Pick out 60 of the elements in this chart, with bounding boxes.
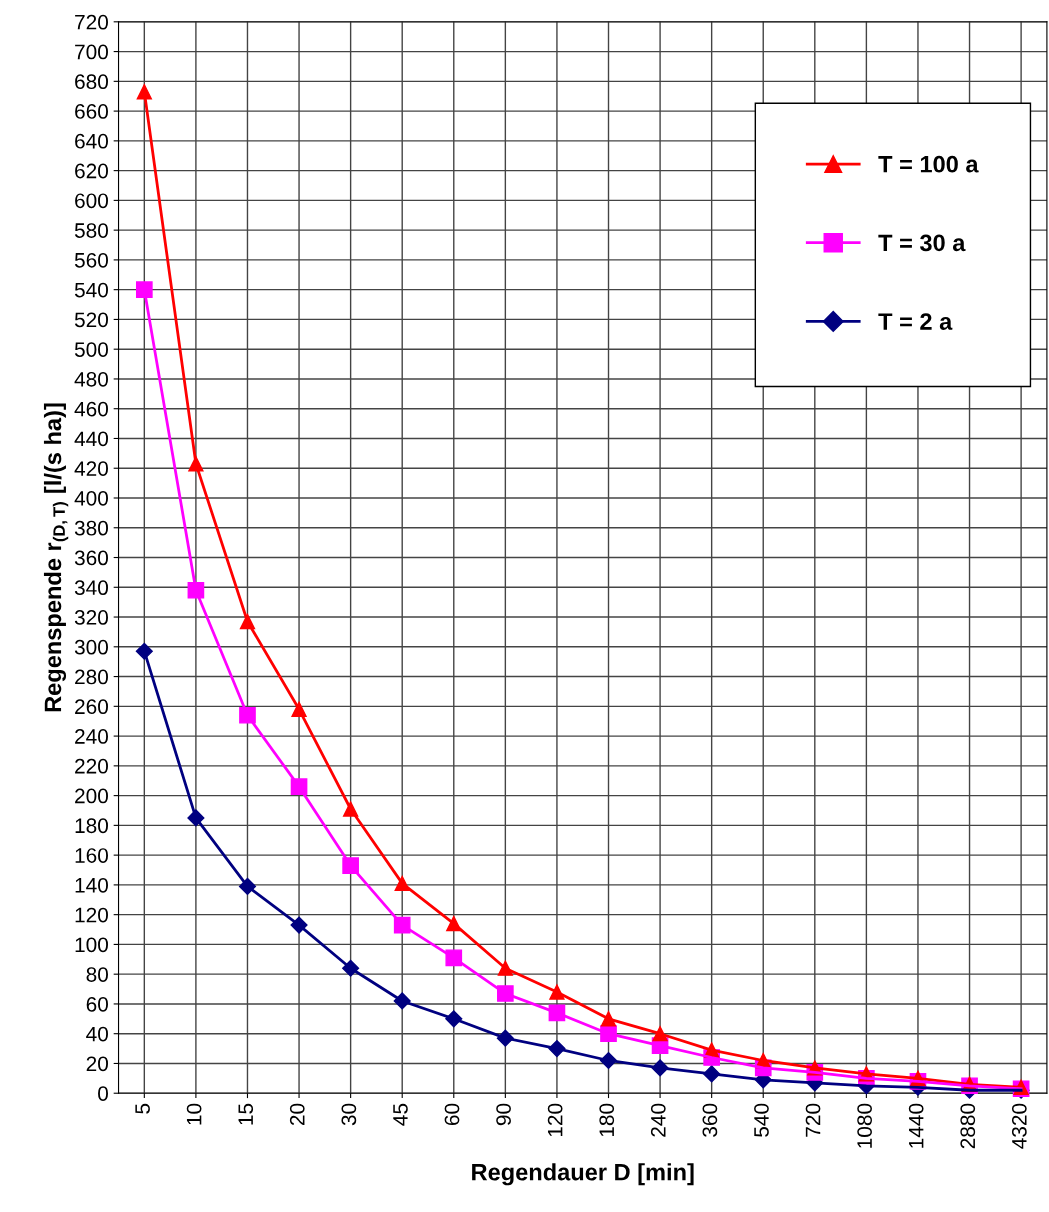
y-tick-label: 120 [75, 907, 108, 923]
y-tick-label: 80 [86, 967, 108, 982]
x-tick-label: 15 [238, 1103, 254, 1125]
x-tick-label: 720 [805, 1103, 821, 1137]
y-tick-label: 580 [74, 223, 108, 238]
y-tick-label: 660 [75, 104, 108, 119]
y-tick-label: 500 [74, 342, 108, 357]
y-tick-label: 400 [74, 491, 108, 506]
y-tick-label: 640 [75, 133, 108, 149]
x-tick-label: 20 [289, 1103, 305, 1126]
legend-label: T = 30 a [878, 234, 966, 252]
y-tick-label: 300 [74, 639, 108, 655]
y-tick-label: 140 [75, 877, 108, 893]
legend-label: T = 100 a [878, 155, 979, 173]
x-tick-label: 90 [496, 1103, 511, 1126]
y-tick-label: 40 [86, 1026, 108, 1042]
y-tick-label: 220 [75, 758, 108, 774]
y-tick-label: 520 [74, 312, 108, 328]
y-tick-label: 440 [74, 431, 108, 447]
y-tick-label: 160 [75, 848, 108, 863]
x-tick-label: 5 [135, 1103, 150, 1114]
y-tick-label: 240 [75, 729, 108, 744]
x-tick-label: 180 [599, 1103, 615, 1137]
y-tick-label: 100 [75, 937, 108, 953]
y-tick-label: 700 [75, 44, 108, 60]
y-tick-label: 560 [74, 252, 108, 268]
y-tick-label: 320 [74, 610, 108, 625]
y-tick-label: 200 [75, 788, 108, 804]
y-tick-label: 260 [75, 699, 108, 715]
x-tick-label: 120 [547, 1103, 563, 1137]
x-tick-label: 360 [702, 1103, 718, 1137]
x-tick-label: 240 [650, 1103, 666, 1137]
y-tick-label: 480 [74, 371, 108, 387]
y-tick-label: 340 [74, 580, 108, 596]
x-tick-label: 1080 [857, 1103, 872, 1148]
y-tick-label: 720 [75, 14, 108, 30]
y-tick-label: 60 [86, 996, 108, 1012]
y-tick-label: 420 [74, 461, 108, 476]
y-tick-label: 380 [74, 520, 108, 536]
legend-label: T = 2 a [878, 313, 953, 330]
y-tick-label: 460 [74, 401, 108, 417]
y-tick-label: 360 [74, 550, 108, 566]
x-tick-label: 10 [186, 1103, 202, 1125]
x-tick-label: 540 [754, 1103, 769, 1137]
y-tick-label: 620 [75, 163, 108, 179]
x-tick-label: 4320 [1011, 1103, 1027, 1149]
y-tick-label: 0 [98, 1086, 108, 1101]
x-tick-label: 60 [444, 1103, 460, 1126]
y-tick-label: 540 [74, 282, 108, 298]
y-tick-label: 20 [86, 1056, 108, 1072]
y-axis-title: Regenspende r$_{(D,T)}$ [l/(s ha)] [43, 403, 69, 712]
y-tick-label: 180 [75, 818, 108, 834]
x-tick-label: 1440 [908, 1103, 924, 1148]
y-tick-label: 680 [75, 74, 108, 90]
x-axis-title: Regendauer D [min] [472, 1163, 694, 1186]
x-tick-label: 30 [341, 1103, 357, 1126]
y-tick-label: 280 [75, 669, 108, 685]
y-tick-label: 600 [75, 193, 108, 209]
x-tick-label: 45 [393, 1103, 408, 1126]
x-tick-label: 2880 [960, 1103, 976, 1149]
